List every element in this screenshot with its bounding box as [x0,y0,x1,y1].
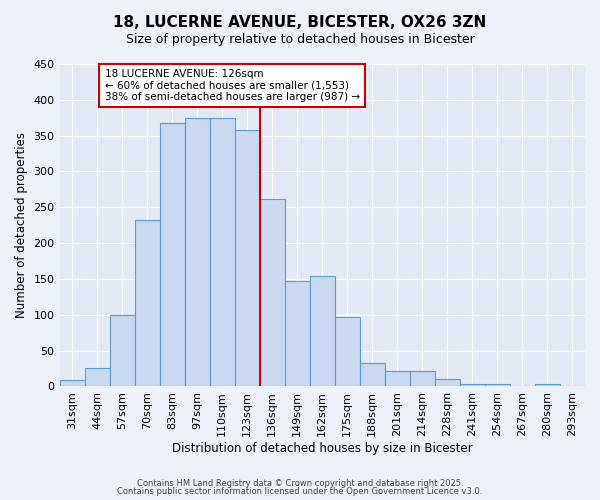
Bar [160,123,185,386]
Text: Contains HM Land Registry data © Crown copyright and database right 2025.: Contains HM Land Registry data © Crown c… [137,478,463,488]
Bar [335,317,360,386]
Bar [85,368,110,386]
Bar [460,384,485,386]
Text: 18 LUCERNE AVENUE: 126sqm
← 60% of detached houses are smaller (1,553)
38% of se: 18 LUCERNE AVENUE: 126sqm ← 60% of detac… [104,69,360,102]
Text: Contains public sector information licensed under the Open Government Licence v3: Contains public sector information licen… [118,487,482,496]
Bar [360,363,385,386]
Bar [535,384,560,386]
Bar [435,380,460,386]
Bar [59,380,85,386]
Bar [485,384,510,386]
Text: 18, LUCERNE AVENUE, BICESTER, OX26 3ZN: 18, LUCERNE AVENUE, BICESTER, OX26 3ZN [113,15,487,30]
Bar [285,281,310,386]
Bar [110,315,134,386]
Bar [185,118,209,386]
Bar [235,130,260,386]
Bar [209,118,235,386]
Bar [385,372,410,386]
Bar [410,372,435,386]
Text: Size of property relative to detached houses in Bicester: Size of property relative to detached ho… [125,32,475,46]
Bar [310,276,335,386]
Y-axis label: Number of detached properties: Number of detached properties [15,132,28,318]
X-axis label: Distribution of detached houses by size in Bicester: Distribution of detached houses by size … [172,442,473,455]
Bar [134,220,160,386]
Bar [260,200,285,386]
